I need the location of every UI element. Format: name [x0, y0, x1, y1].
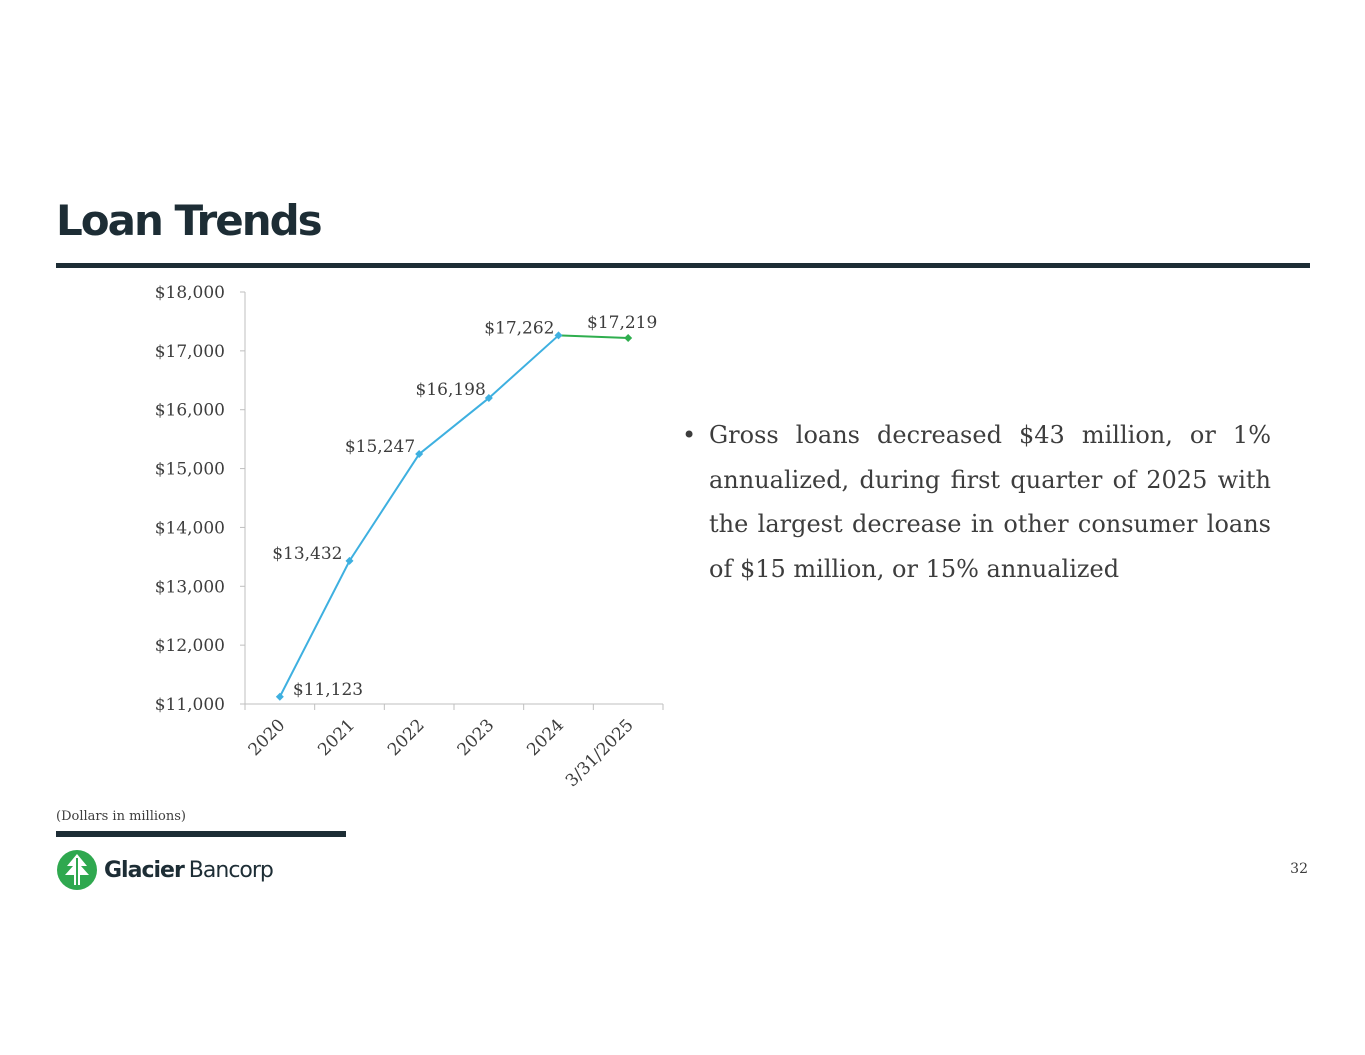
bullet-list: • Gross loans decreased $43 million, or …: [682, 413, 1271, 591]
x-tick-label: 2021: [314, 715, 359, 760]
series-line-quarter: [558, 334, 629, 339]
footnote: (Dollars in millions): [56, 809, 186, 824]
data-label: $17,219: [587, 313, 657, 333]
bullet-icon: •: [682, 421, 697, 449]
loan-trend-chart: $11,000 $12,000 $13,000 $14,000 $15,000 $16,0…: [155, 283, 664, 791]
data-label: $13,432: [272, 544, 342, 564]
y-tick-label: $11,000: [155, 695, 225, 715]
logo-text-glacier: Glacier: [104, 857, 185, 883]
data-label: $17,262: [484, 318, 554, 338]
x-tick-label: 2024: [523, 715, 568, 760]
data-point: [415, 450, 424, 459]
y-tick-label: $18,000: [155, 283, 225, 303]
data-point: [484, 394, 493, 403]
data-label: $11,123: [293, 680, 363, 700]
data-point: [554, 331, 563, 340]
company-logo: Glacier Bancorp: [56, 849, 274, 891]
page-number: 32: [1290, 861, 1308, 877]
evergreen-tree-logo-icon: [57, 850, 97, 890]
y-tick-label: $15,000: [155, 460, 225, 480]
x-tick-label: 2020: [245, 715, 290, 760]
x-tick-label: 3/31/2025: [562, 715, 638, 791]
title-divider: [56, 263, 1310, 268]
page-title: Loan Trends: [56, 196, 323, 245]
data-label: $15,247: [345, 437, 415, 457]
y-tick-label: $13,000: [155, 577, 225, 597]
y-tick-label: $14,000: [155, 518, 225, 538]
data-label: $16,198: [416, 380, 486, 400]
x-tick-label: 2023: [454, 715, 499, 760]
y-tick-label: $16,000: [155, 401, 225, 421]
y-tick-label: $17,000: [155, 342, 225, 362]
y-tick-label: $12,000: [155, 636, 225, 656]
data-point: [345, 556, 354, 565]
data-point: [275, 692, 284, 701]
bullet-text: Gross loans decreased $43 million, or 1%…: [709, 421, 1271, 583]
x-tick-label: 2022: [384, 715, 429, 760]
data-point: [624, 333, 633, 342]
footer-divider: [56, 831, 346, 837]
logo-text-bancorp: Bancorp: [188, 857, 274, 883]
